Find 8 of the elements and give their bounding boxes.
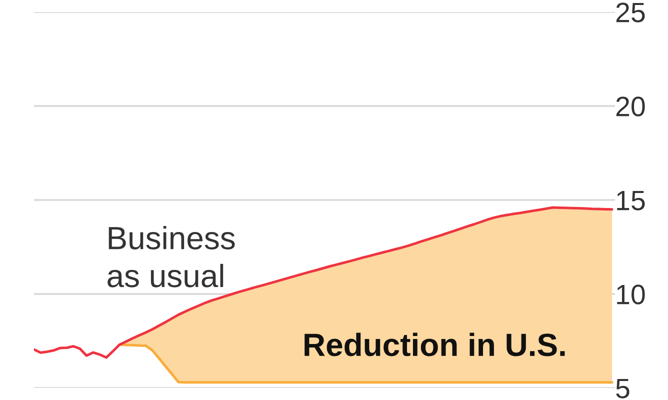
series-label: Business as usual [108, 226, 235, 288]
y-tick-label: 20 [616, 96, 645, 116]
series-label: Reduction in U.S. [304, 332, 565, 356]
y-tick-label: 25 [616, 2, 645, 22]
line-series [34, 206, 614, 359]
y-tick-label: 10 [617, 284, 645, 304]
y-tick-label: 15 [617, 190, 645, 210]
y-tick-label: 5 [616, 378, 630, 398]
